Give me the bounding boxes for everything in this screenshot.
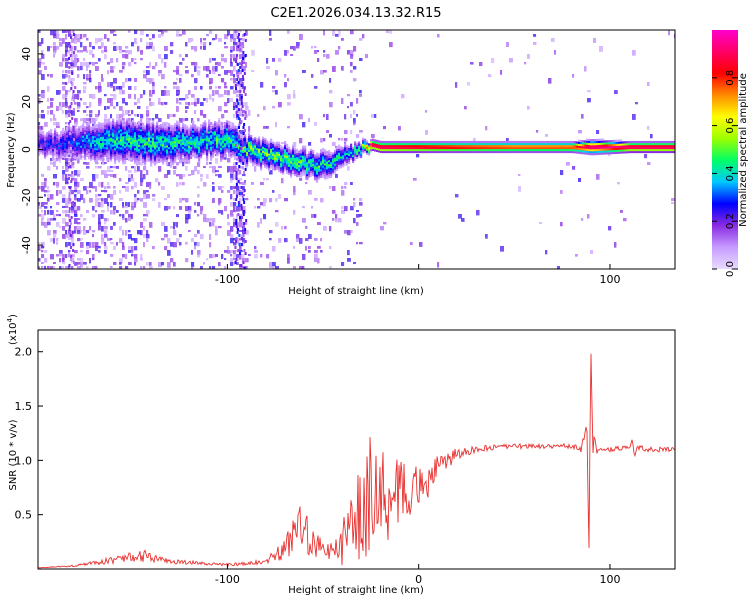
chart-title: C2E1.2026.034.13.32.R15	[270, 6, 441, 21]
snr-x-tick-label: 100	[599, 573, 620, 586]
snr-frame	[37, 329, 676, 570]
snr-panel: -100 0 100 0.5 1.0 1.5 2.0 Height of straight…	[6, 314, 676, 596]
snr-y-tick-label: 1.5	[15, 400, 33, 413]
snr-x-ticks: -100 0 100	[215, 564, 620, 586]
spectrogram-y-tick-label: 20	[20, 95, 33, 109]
snr-series-line	[38, 353, 675, 569]
snr-y-multiplier-exp: 4	[6, 317, 14, 322]
snr-y-tick-label: 2.0	[15, 346, 33, 359]
snr-x-tick-label: 0	[415, 573, 422, 586]
spectrogram-y-tick-label: 0	[20, 146, 33, 153]
spectrogram-heatmap	[38, 30, 675, 269]
colorbar-tick-label: 0.0	[725, 261, 736, 277]
spectrogram-x-tick-label: -100	[215, 273, 240, 286]
snr-y-multiplier: (x104)	[6, 314, 19, 345]
spectrogram-y-tick-label: -20	[20, 188, 33, 206]
colorbar-label: Normalized spectral amplitude	[738, 73, 749, 227]
spectrogram-streaks	[68, 30, 248, 269]
snr-y-axis-label: SNR (10 * v/v)	[8, 419, 19, 490]
spectrogram-x-tick-label: 100	[599, 273, 620, 286]
spectrogram-x-ticks: -100 100	[215, 264, 620, 286]
snr-x-axis-label: Height of straight line (km)	[288, 585, 424, 596]
spectrogram-y-tick-label: 40	[20, 47, 33, 61]
snr-y-tick-label: 1.0	[15, 454, 33, 467]
snr-y-tick-label: 0.5	[15, 509, 33, 522]
colorbar: 0.0 0.2 0.4 0.6 0.8 Normalized spectral ampl…	[712, 30, 749, 277]
colorbar-tick-label: 0.4	[725, 165, 736, 181]
spectrogram-y-axis-label: Frequency (Hz)	[6, 112, 17, 188]
spectrogram-panel: -100 100 -40 -20 0 20 40 Height of straight l…	[6, 29, 676, 297]
snr-x-tick-label: -100	[215, 573, 240, 586]
colorbar-tick-label: 0.2	[725, 213, 736, 229]
snr-y-multiplier-close: )	[8, 314, 19, 318]
spectrogram-y-ticks: -40 -20 0 20 40	[20, 47, 43, 254]
spectrogram-y-tick-label: -40	[20, 236, 33, 254]
colorbar-tick-label: 0.6	[725, 118, 736, 134]
colorbar-ticks: 0.0 0.2 0.4 0.6 0.8	[712, 70, 738, 277]
snr-y-ticks: 0.5 1.0 1.5 2.0	[15, 346, 43, 522]
snr-y-multiplier-base: (x10	[8, 322, 19, 345]
spectrogram-x-axis-label: Height of straight line (km)	[288, 286, 424, 297]
colorbar-tick-label: 0.8	[725, 70, 736, 86]
colorbar-strip	[712, 30, 738, 269]
